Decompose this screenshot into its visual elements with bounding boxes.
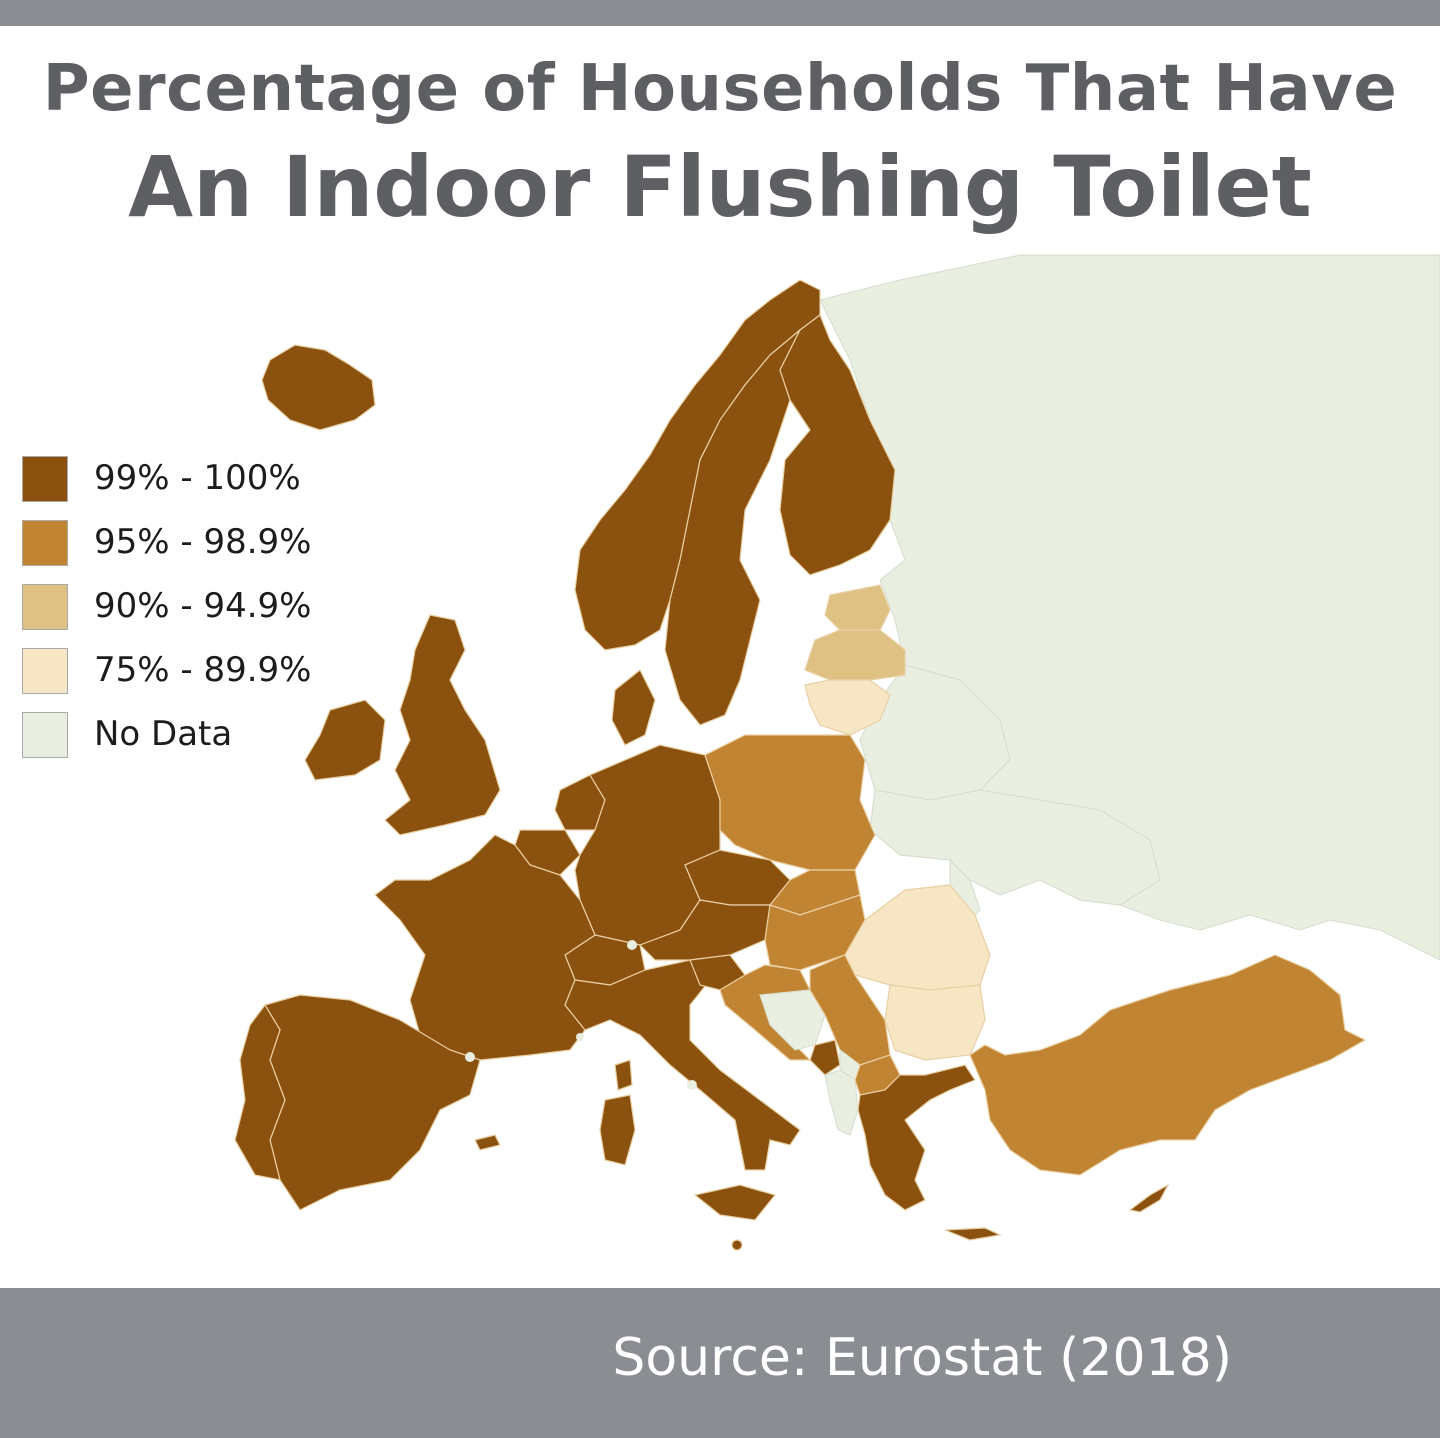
legend-label: No Data (94, 714, 233, 754)
region-belarus (859, 664, 1011, 801)
region-cyprus (1128, 1183, 1170, 1213)
region-finland (779, 314, 896, 576)
source-credit: Source: Eurostat (2018) (612, 1328, 1232, 1388)
region-united-kingdom (384, 614, 501, 836)
region-vatican-dot (687, 1080, 697, 1090)
legend-label: 99% - 100% (94, 458, 301, 498)
region-estonia (824, 584, 891, 631)
region-liechtenstein-dot (627, 940, 637, 950)
region-iceland (261, 344, 376, 431)
footer-bar: Source: Eurostat (2018) (0, 1288, 1440, 1438)
legend-swatch (22, 712, 68, 758)
legend-swatch (22, 648, 68, 694)
region-denmark (611, 669, 656, 746)
region-balearic-islands (474, 1134, 501, 1151)
title-line-2: An Indoor Flushing Toilet (128, 138, 1312, 236)
legend-swatch (22, 584, 68, 630)
top-bar (0, 0, 1440, 26)
region-poland (704, 734, 876, 871)
region-sardinia (599, 1094, 636, 1166)
region-bulgaria (884, 984, 986, 1061)
region-corsica (614, 1059, 633, 1091)
region-sicily (693, 1184, 777, 1221)
legend-label: 75% - 89.9% (94, 650, 312, 690)
region-malta (731, 1239, 743, 1251)
region-portugal (234, 1003, 286, 1181)
region-monaco-dot (576, 1033, 584, 1041)
region-ireland (304, 699, 386, 781)
region-turkey (969, 954, 1367, 1176)
region-sweden (664, 329, 801, 726)
region-albania (824, 1069, 859, 1136)
legend-label: 95% - 98.9% (94, 522, 312, 562)
region-ukraine (869, 789, 1161, 906)
legend-label: 90% - 94.9% (94, 586, 312, 626)
region-montenegro (809, 1039, 841, 1076)
legend-swatch (22, 520, 68, 566)
region-crete (944, 1227, 1003, 1241)
region-lithuania (804, 679, 891, 736)
title-line-1: Percentage of Households That Have (42, 52, 1398, 126)
region-greece (857, 1064, 976, 1211)
region-andorra-dot (465, 1052, 475, 1062)
europe-map (234, 254, 1440, 1251)
legend-swatch (22, 456, 68, 502)
region-latvia (804, 629, 906, 681)
